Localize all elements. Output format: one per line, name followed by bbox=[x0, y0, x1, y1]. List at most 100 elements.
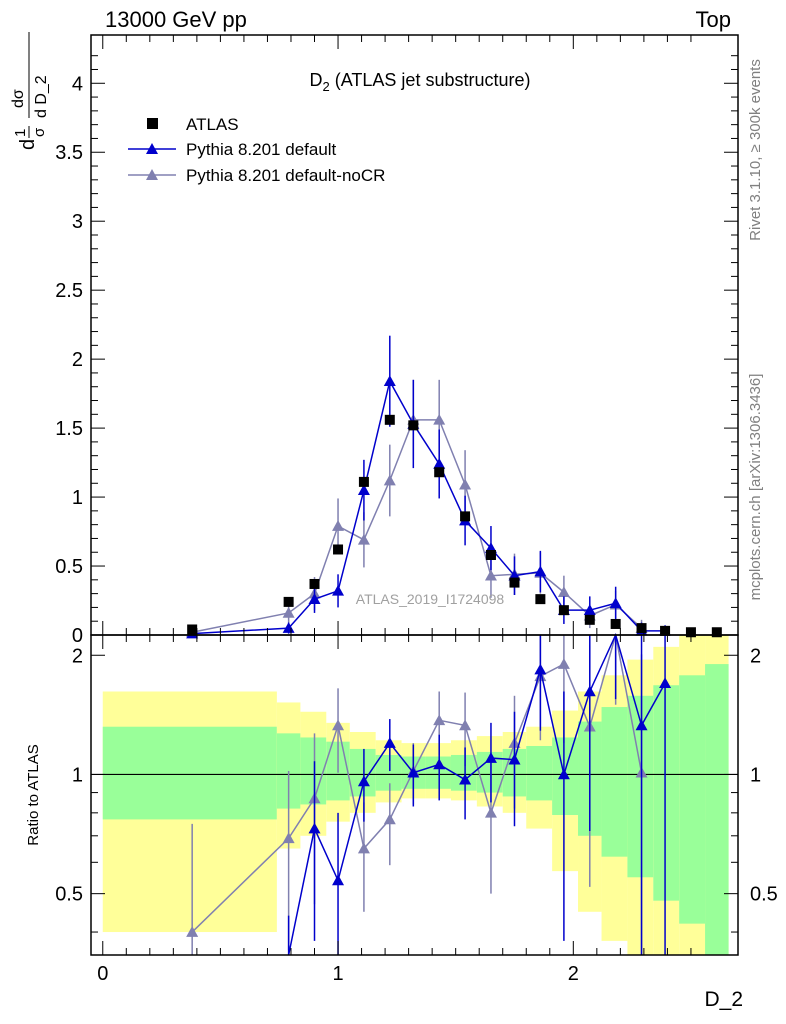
main-y-tick-label-6: 3 bbox=[72, 211, 83, 233]
ratio-1-point-3 bbox=[357, 775, 370, 787]
series-2-point-9 bbox=[484, 569, 497, 581]
data-point-13 bbox=[584, 614, 595, 625]
series-1-point-7 bbox=[433, 457, 446, 469]
series-2-point-1 bbox=[282, 606, 295, 618]
data-point-9 bbox=[485, 550, 496, 560]
ratio-y-tick-label-left-1: 1 bbox=[72, 764, 83, 786]
data-point-0 bbox=[187, 624, 198, 635]
x-tick-label-2: 2 bbox=[568, 963, 579, 985]
series-1-point-14 bbox=[609, 597, 622, 609]
x-tick-label-0: 0 bbox=[97, 963, 108, 985]
ratio-2-point-1 bbox=[282, 832, 295, 844]
series-1-point-5 bbox=[383, 375, 396, 387]
legend: ATLAS Pythia 8.201 default Pythia 8.201 … bbox=[128, 115, 385, 185]
ratio-1-point-4 bbox=[383, 737, 396, 748]
main-y-tick-label-4: 2 bbox=[72, 349, 83, 371]
ratio-2-point-4 bbox=[357, 842, 370, 854]
main-panel-series bbox=[186, 335, 722, 639]
ratio-band-inner-1 bbox=[276, 733, 301, 809]
series-2-point-5 bbox=[383, 474, 396, 486]
x-tick-label-1: 1 bbox=[332, 963, 343, 985]
main-y-tick-label-0: 0 bbox=[72, 625, 83, 647]
data-point-1 bbox=[283, 596, 294, 607]
series-1-point-3 bbox=[332, 584, 345, 596]
ratio-2-point-12 bbox=[557, 658, 570, 669]
ratio-line-1 bbox=[287, 632, 666, 956]
ratio-band-inner-0 bbox=[102, 726, 277, 820]
ratio-2-point-3 bbox=[332, 719, 345, 731]
ratio-panel-frame bbox=[90, 634, 739, 956]
legend-marker-nocr bbox=[146, 169, 158, 180]
ratio-band-inner-14 bbox=[601, 707, 628, 857]
data-point-12 bbox=[558, 605, 569, 616]
ratio-line-2 bbox=[191, 634, 643, 933]
series-2-point-8 bbox=[459, 478, 472, 490]
header-beam-label: 13000 GeV pp bbox=[105, 7, 247, 32]
ratio-uncertainty-bands bbox=[102, 635, 729, 955]
ratio-1-point-10 bbox=[534, 663, 547, 675]
ratio-1-point-5 bbox=[407, 766, 420, 778]
ylabel-one: 1 bbox=[12, 129, 29, 137]
ratio-band-inner-11 bbox=[526, 745, 553, 801]
data-point-3 bbox=[333, 544, 344, 555]
ratio-panel-series bbox=[91, 632, 738, 956]
data-point-8 bbox=[460, 511, 471, 522]
ratio-1-point-1 bbox=[308, 822, 321, 834]
series-1-point-1 bbox=[282, 622, 295, 633]
analysis-watermark: ATLAS_2019_I1724098 bbox=[356, 591, 505, 607]
main-y-axis-label: d 1 σ dσ d D_2 bbox=[10, 32, 50, 150]
ratio-band-inner-2 bbox=[300, 737, 327, 805]
ratio-y-tick-label-left-0: 0.5 bbox=[55, 884, 83, 906]
data-point-15 bbox=[636, 623, 647, 634]
main-y-tick-label-2: 1 bbox=[72, 487, 83, 509]
ratio-y-tick-label-right-2: 2 bbox=[750, 645, 761, 667]
series-1-point-4 bbox=[357, 484, 370, 495]
ratio-1-point-11 bbox=[557, 768, 570, 780]
ratio-y-axis-label: Ratio to ATLAS bbox=[25, 744, 42, 845]
x-axis-label: D_2 bbox=[704, 988, 743, 1011]
mcplots-reference-label: mcplots.cern.ch [arXiv:1306.3436] bbox=[747, 374, 764, 601]
main-y-tick-label-5: 2.5 bbox=[55, 280, 83, 302]
ratio-1-point-7 bbox=[459, 773, 472, 785]
main-y-tick-label-8: 4 bbox=[72, 73, 83, 95]
data-point-10 bbox=[509, 577, 520, 588]
data-point-5 bbox=[384, 414, 395, 425]
ratio-1-point-9 bbox=[508, 753, 521, 765]
ratio-1-point-15 bbox=[659, 677, 672, 689]
legend-label-default: Pythia 8.201 default bbox=[186, 140, 337, 159]
data-point-11 bbox=[535, 594, 546, 605]
ratio-band-inner-17 bbox=[679, 675, 706, 924]
rivet-version-label: Rivet 3.1.10, ≥ 300k events bbox=[747, 59, 764, 241]
ratio-y-tick-label-right-0: 0.5 bbox=[750, 884, 778, 906]
ratio-2-point-0 bbox=[186, 926, 199, 937]
ratio-band-inner-16 bbox=[653, 685, 680, 901]
panel-frames bbox=[90, 34, 739, 956]
header-process-label: Top bbox=[696, 7, 731, 32]
data-point-14 bbox=[610, 618, 621, 629]
ratio-y-tick-label-right-1: 1 bbox=[750, 764, 761, 786]
data-point-4 bbox=[358, 476, 369, 487]
series-2-point-12 bbox=[557, 586, 570, 598]
main-y-tick-label-7: 3.5 bbox=[55, 142, 83, 164]
ylabel-dsigma: dσ bbox=[10, 89, 27, 108]
data-point-16 bbox=[660, 625, 671, 636]
legend-label-nocr: Pythia 8.201 default-noCR bbox=[186, 166, 385, 185]
legend-marker-data bbox=[147, 118, 158, 129]
series-2-point-3 bbox=[332, 520, 345, 531]
ratio-2-point-7 bbox=[433, 714, 446, 726]
ratio-band-inner-18 bbox=[705, 664, 729, 955]
legend-marker-default bbox=[146, 143, 158, 154]
data-point-18 bbox=[711, 627, 722, 638]
data-point-2 bbox=[309, 578, 320, 589]
series-2-point-4 bbox=[357, 533, 370, 545]
ratio-y-tick-label-left-2: 2 bbox=[72, 645, 83, 667]
ratio-1-point-2 bbox=[332, 874, 345, 886]
ylabel-d: d bbox=[17, 139, 39, 150]
ratio-2-point-5 bbox=[383, 813, 396, 825]
chart-title: D2 (ATLAS jet substructure) bbox=[310, 70, 531, 94]
data-point-6 bbox=[408, 420, 419, 431]
ratio-band-inner-4 bbox=[349, 748, 376, 797]
ratio-band-inner-5 bbox=[375, 754, 402, 791]
series-1-point-11 bbox=[534, 565, 547, 577]
